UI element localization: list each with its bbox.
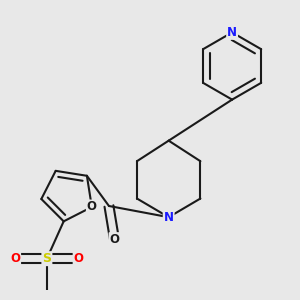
Text: O: O xyxy=(110,233,119,246)
Text: O: O xyxy=(74,252,84,265)
Text: S: S xyxy=(42,252,51,265)
Text: N: N xyxy=(227,26,237,39)
Text: N: N xyxy=(164,211,174,224)
Text: O: O xyxy=(10,252,20,265)
Text: O: O xyxy=(87,200,97,214)
